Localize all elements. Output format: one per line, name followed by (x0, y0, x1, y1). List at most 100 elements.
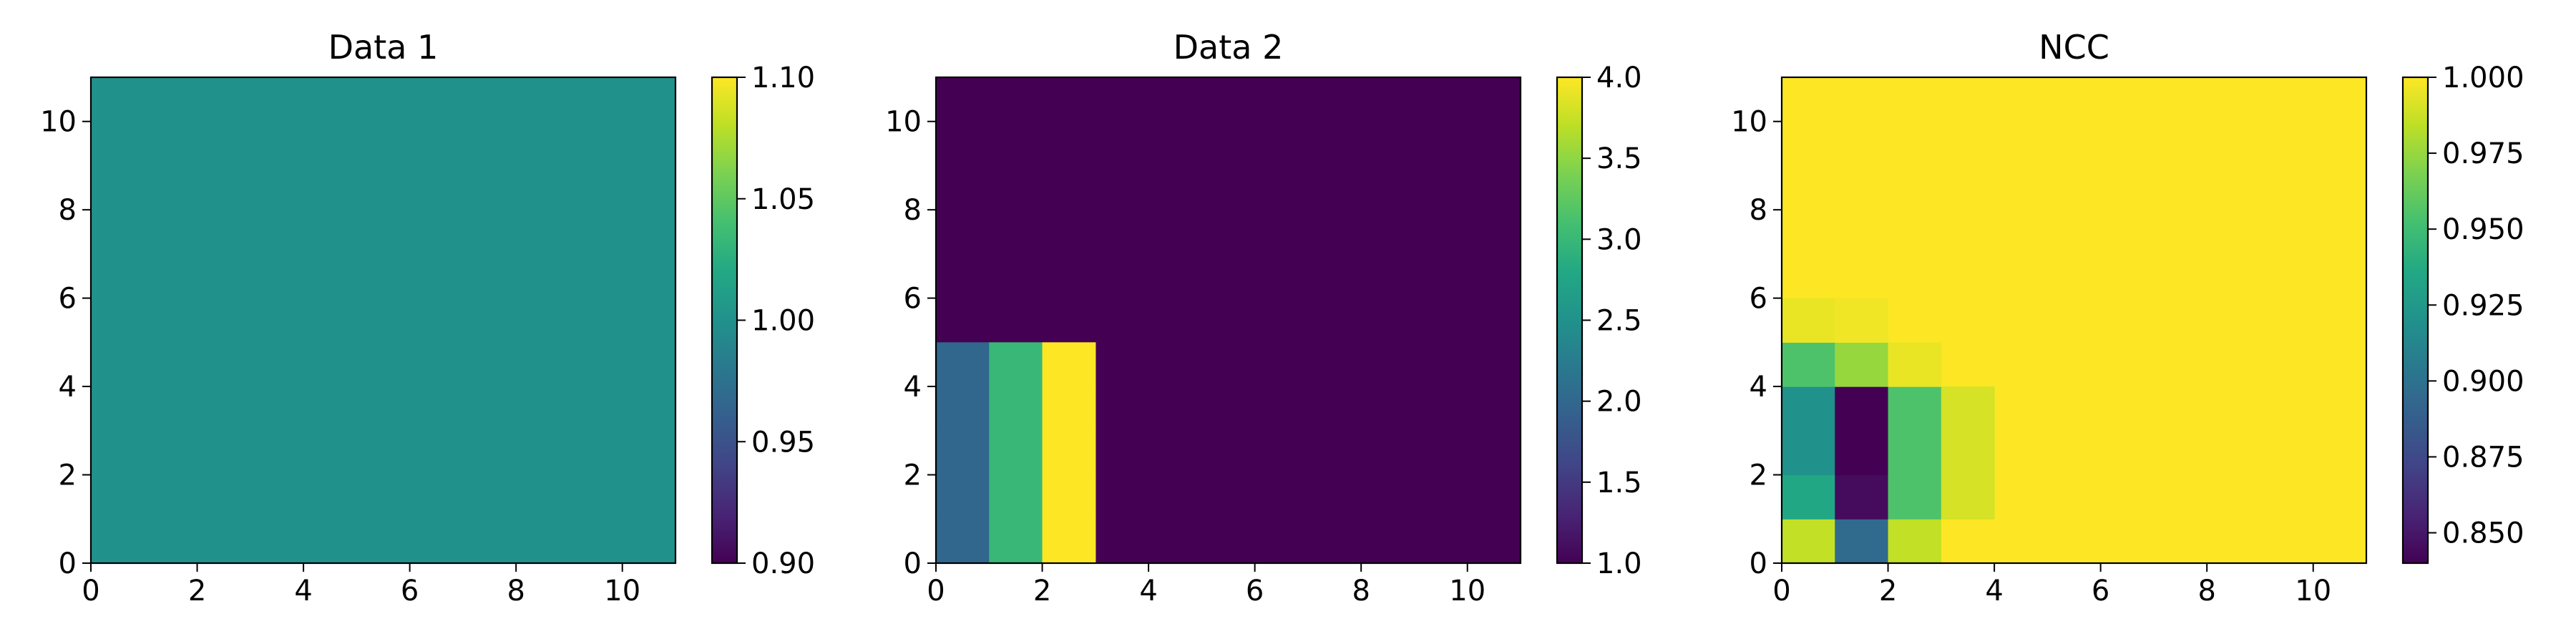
y-tick-label: 6 (59, 283, 77, 316)
colorbar-tick-label: 4.0 (1596, 62, 1642, 94)
heatmap-cell (1782, 342, 1835, 387)
heatmap-cell (1941, 474, 1995, 519)
panel-3: NCC 0 2 4 6 8 10 0 2 4 6 8 10 0.850 0.875 0.900 0.925 0.9… (1731, 28, 2524, 608)
x-tick-label: 10 (2295, 575, 2331, 608)
y-tick-label: 8 (59, 194, 77, 227)
y-tick-label: 6 (904, 283, 922, 316)
x-tick-label: 8 (1352, 575, 1370, 608)
x-tick-label: 2 (1033, 575, 1051, 608)
x-tick-label: 0 (82, 575, 99, 608)
heatmap-cell (1941, 519, 1995, 564)
colorbar-tick-label: 0.850 (2442, 517, 2524, 550)
colorbar-tick-label: 1.5 (1596, 467, 1642, 499)
y-tick-label: 10 (885, 106, 922, 139)
y-tick-label: 4 (59, 371, 77, 404)
heatmap-cell (989, 474, 1043, 519)
colorbar-tick-label: 1.05 (751, 183, 815, 216)
heatmap-cell (1042, 430, 1096, 476)
colorbar-tick-label: 0.925 (2442, 289, 2524, 322)
y-tick-label: 0 (1750, 547, 1767, 580)
heatmap-cell (1888, 386, 1942, 431)
colorbar-tick-label: 0.90 (751, 547, 815, 580)
panel-1: Data 1 0 2 4 6 8 10 0 2 4 6 8 10 0.90 0.95 1.00 1.05 1.10 (40, 28, 815, 608)
y-tick-label: 4 (904, 371, 922, 404)
x-tick-label: 2 (188, 575, 206, 608)
heatmap-cell (1888, 430, 1942, 476)
colorbar-tick-label: 0.975 (2442, 137, 2524, 170)
panels: Data 10 2 4 6 8 1002468100.900.951.001.051.10… (40, 28, 2524, 608)
heatmap-cell (1941, 386, 1995, 431)
heatmap-cell (936, 342, 990, 387)
colorbar-tick-label: 0.875 (2442, 441, 2524, 474)
axes-frame (89, 76, 677, 565)
heatmap-cell (936, 386, 990, 431)
y-tick-label: 4 (1750, 371, 1767, 404)
heatmap-cell (936, 430, 990, 476)
x-tick-label: 6 (401, 575, 419, 608)
colorbar-tick-label: 1.000 (2442, 62, 2524, 94)
heatmap-cell (1888, 474, 1942, 519)
heatmap-cell (936, 519, 990, 564)
axes-frame (1780, 76, 2368, 565)
heatmap-cell (989, 430, 1043, 476)
colorbar-tick-label: 2.0 (1596, 386, 1642, 419)
heatmap-cell (1941, 430, 1995, 476)
x-tick-label: 10 (1449, 575, 1485, 608)
heatmap-cell (1888, 342, 1942, 387)
y-tick-label: 10 (40, 106, 77, 139)
colorbar-tick-label: 1.10 (751, 62, 815, 94)
x-tick-label: 4 (1139, 575, 1157, 608)
colorbar (712, 77, 737, 563)
x-tick-label: 8 (507, 575, 525, 608)
x-tick-label: 4 (294, 575, 312, 608)
heatmap-cell (989, 519, 1043, 564)
y-tick-label: 8 (904, 194, 922, 227)
y-tick-label: 8 (1750, 194, 1767, 227)
heatmap-cell (1835, 386, 1889, 431)
y-tick-label: 2 (904, 459, 922, 492)
heatmap-cell (1782, 474, 1835, 519)
colorbar-tick-label: 3.5 (1596, 142, 1642, 175)
x-tick-label: 4 (1985, 575, 2003, 608)
colorbar-tick-label: 0.950 (2442, 213, 2524, 246)
y-tick-label: 6 (1750, 283, 1767, 316)
heatmap-cell (1042, 474, 1096, 519)
x-tick-label: 6 (1246, 575, 1264, 608)
heatmap-cell (1835, 519, 1889, 564)
colorbar-tick-label: 2.5 (1596, 305, 1642, 338)
heatmap-cell (1835, 298, 1889, 343)
colorbar (2403, 77, 2428, 563)
heatmap-cell (1835, 430, 1889, 476)
x-tick-label: 10 (604, 575, 640, 608)
panel-title: NCC (2039, 28, 2109, 67)
y-tick-label: 2 (59, 459, 77, 492)
x-tick-label: 0 (1772, 575, 1790, 608)
heatmap-cell (1782, 298, 1835, 343)
axes-frame (935, 76, 1522, 565)
x-tick-label: 0 (927, 575, 945, 608)
heatmap-cell (1042, 342, 1096, 387)
colorbar-tick-label: 1.0 (1596, 547, 1642, 580)
colorbar-frame (2401, 76, 2429, 565)
colorbar-tick-label: 0.900 (2442, 365, 2524, 398)
y-tick-label: 2 (1750, 459, 1767, 492)
heatmap-cell (1888, 519, 1942, 564)
heatmap-cell (1835, 342, 1889, 387)
heatmap-cell (1782, 430, 1835, 476)
heatmap-cell (1042, 519, 1096, 564)
heatmap-cell (1835, 474, 1889, 519)
colorbar-tick-label: 3.0 (1596, 223, 1642, 256)
heatmap-cell (989, 342, 1043, 387)
heatmap-cell (1782, 386, 1835, 431)
x-tick-label: 2 (1879, 575, 1897, 608)
colorbar (1557, 77, 1582, 563)
y-tick-label: 0 (59, 547, 77, 580)
panel-title: Data 2 (1174, 28, 1284, 67)
panel-2: Data 2 0 2 4 6 8 10 0 2 4 6 8 10 1.0 1.5 2.0 2.5 3.0 3.5 4.… (885, 28, 1642, 608)
x-tick-label: 6 (2092, 575, 2109, 608)
y-tick-label: 10 (1731, 106, 1767, 139)
panel-title: Data 1 (328, 28, 439, 67)
heatmap-cell (1042, 386, 1096, 431)
heatmap-cell (936, 474, 990, 519)
